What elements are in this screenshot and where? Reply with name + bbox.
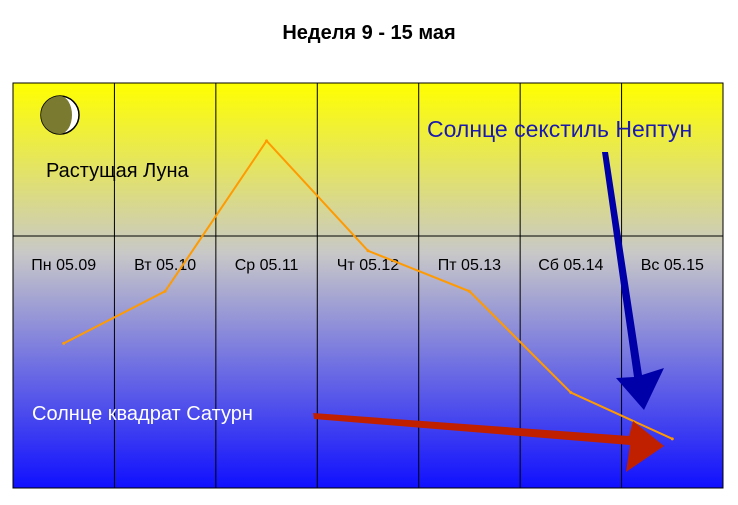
plot-background	[12, 82, 724, 489]
category-label: Ср 05.11	[235, 257, 299, 274]
category-label: Вс 05.15	[641, 257, 704, 274]
annotations: Растущая Луна Солнце секстиль Нептун Солнц…	[32, 95, 692, 472]
data-series	[62, 139, 674, 441]
category-label: Пт 05.13	[438, 257, 501, 274]
category-label: Пн 05.09	[31, 257, 96, 274]
chart-title: Неделя 9 - 15 мая	[282, 22, 456, 44]
square-arrow	[313, 413, 664, 472]
data-point	[163, 289, 167, 293]
data-point	[366, 249, 370, 253]
waxing-moon-icon	[40, 95, 80, 135]
data-point	[265, 139, 269, 143]
category-label: Сб 05.14	[538, 257, 603, 274]
data-point	[670, 437, 674, 441]
category-label: Чт 05.12	[337, 257, 400, 274]
gridlines	[13, 83, 723, 488]
sextile-label: Солнце секстиль Нептун	[427, 116, 692, 142]
category-labels: Пн 05.09 Вт 05.10 Ср 05.11 Чт 05.12 Пт 05.13…	[31, 257, 704, 274]
sextile-arrow	[602, 152, 664, 410]
data-point	[569, 391, 573, 395]
data-point	[467, 289, 471, 293]
moon-phase-label: Растущая Луна	[46, 160, 190, 182]
square-label: Солнце квадрат Сатурн	[32, 403, 253, 425]
data-point	[62, 341, 66, 345]
